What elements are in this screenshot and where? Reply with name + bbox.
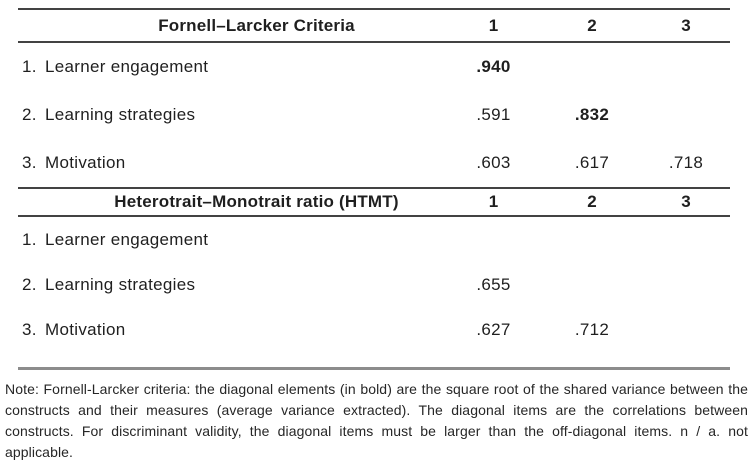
row-label-text: Motivation <box>45 319 126 339</box>
fl-column-header-1: 1 <box>488 15 499 35</box>
row-number: 3. <box>22 319 37 339</box>
row-label: 3. Motivation <box>18 320 445 340</box>
row-number: 3. <box>22 153 37 172</box>
discriminant-validity-table: Fornell–Larcker Criteria 1 2 3 1. Learner… <box>18 8 730 370</box>
row-label: 2. Learning strategies <box>18 105 445 125</box>
row-number: 1. <box>22 57 37 76</box>
fl-cell-r3c3: .718 <box>668 153 704 172</box>
htmt-header-row: Heterotrait–Monotrait ratio (HTMT) 1 2 3 <box>18 189 730 215</box>
htmt-header-bottom-rule <box>18 215 730 217</box>
fl-cell-r2c2: .832 <box>574 105 610 124</box>
fl-column-header-2: 2 <box>587 15 597 35</box>
table-row: 2. Learning strategies .655 <box>18 262 730 307</box>
table-row: 3. Motivation .603 .617 .718 <box>18 139 730 187</box>
htmt-header-top-rule <box>18 187 730 189</box>
table-top-rule <box>18 8 730 10</box>
table-row: 2. Learning strategies .591 .832 <box>18 91 730 139</box>
row-label-text: Learning strategies <box>45 105 196 124</box>
htmt-column-header-3: 3 <box>681 192 691 211</box>
row-label-text: Learning strategies <box>45 274 196 294</box>
row-label: 1. Learner engagement <box>18 57 445 77</box>
htmt-column-header-2: 2 <box>587 192 597 211</box>
fl-cell-r3c2: .617 <box>574 153 610 172</box>
htmt-column-header-1: 1 <box>488 192 499 211</box>
row-number: 1. <box>22 229 37 249</box>
row-label-text: Learner engagement <box>45 229 209 249</box>
row-label: 1. Learner engagement <box>18 230 445 250</box>
fl-header-bottom-rule <box>18 41 730 43</box>
table-note: Note: Fornell-Larcker criteria: the diag… <box>5 381 748 460</box>
table-row: 1. Learner engagement <box>18 217 730 262</box>
fl-header-row: Fornell–Larcker Criteria 1 2 3 <box>18 10 730 41</box>
row-number: 2. <box>22 105 37 124</box>
row-number: 2. <box>22 274 37 294</box>
fl-cell-r1c1: .940 <box>476 57 511 76</box>
fl-section-title: Fornell–Larcker Criteria <box>158 15 355 35</box>
htmt-cell-r2c1: .655 <box>476 274 511 294</box>
htmt-cell-r3c1: .627 <box>476 319 511 339</box>
row-label-text: Motivation <box>45 153 126 172</box>
fl-cell-r3c1: .603 <box>476 153 511 172</box>
htmt-cell-r3c2: .712 <box>574 319 610 339</box>
htmt-section-title: Heterotrait–Monotrait ratio (HTMT) <box>114 192 399 211</box>
fl-cell-r2c1: .591 <box>476 105 511 124</box>
fl-column-header-3: 3 <box>681 15 691 35</box>
row-label: 2. Learning strategies <box>18 275 445 295</box>
table-row: 1. Learner engagement .940 <box>18 43 730 91</box>
row-label-text: Learner engagement <box>45 57 209 76</box>
table-bottom-rule <box>18 367 730 370</box>
table-row: 3. Motivation .627 .712 <box>18 307 730 352</box>
row-label: 3. Motivation <box>18 153 445 173</box>
